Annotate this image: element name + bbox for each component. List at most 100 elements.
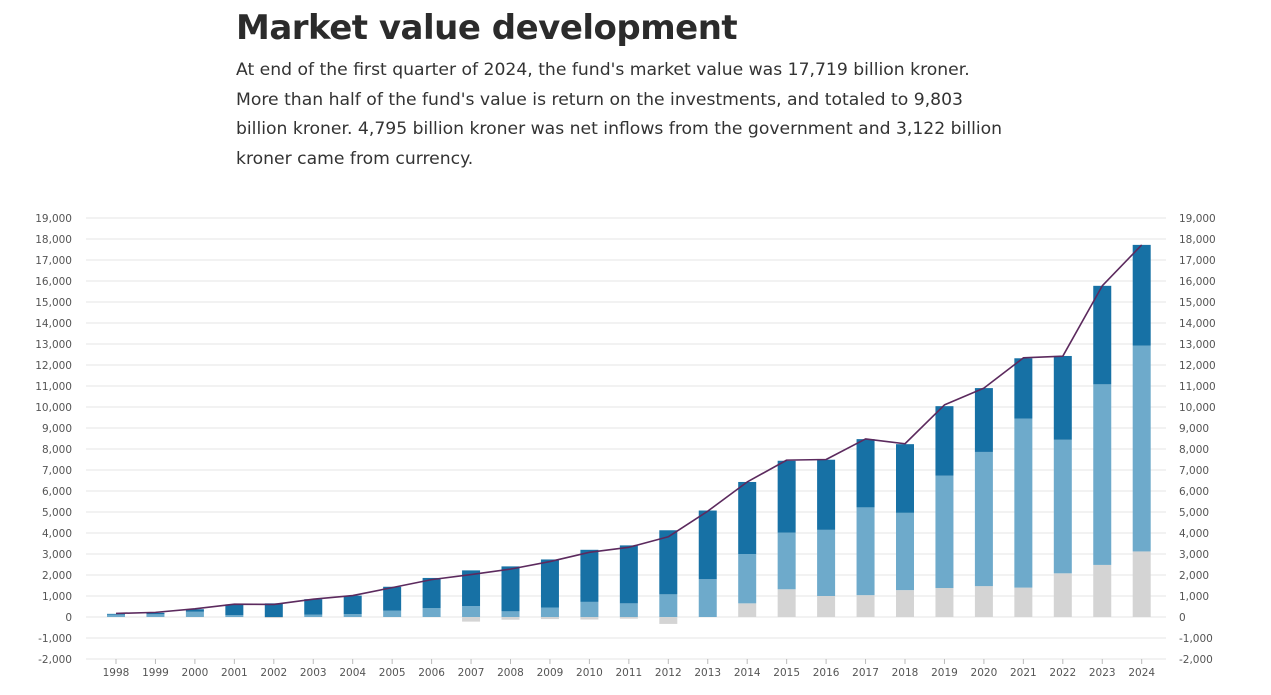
y-tick-label-left: 6,000 (42, 486, 72, 498)
bar-segment-currency (817, 596, 836, 617)
bar-segment-return (107, 613, 125, 615)
bar-segment-return (225, 604, 244, 616)
bar-segment-return (1053, 355, 1072, 440)
x-tick-label: 2016 (813, 667, 840, 679)
bar-segment-currency (1053, 573, 1072, 617)
y-tick-label-right: 13,000 (1179, 339, 1216, 351)
bar-segment-inflow (540, 607, 559, 617)
y-tick-label-left: 4,000 (42, 528, 72, 540)
bar-segment-inflow (817, 529, 836, 596)
y-tick-label-left: -2,000 (38, 654, 72, 666)
bar-segment-inflow (856, 507, 875, 596)
bar-segment-inflow (974, 451, 993, 587)
y-tick-label-right: 18,000 (1179, 234, 1216, 246)
y-tick-label-left: 14,000 (35, 318, 72, 330)
bar-segment-inflow (501, 611, 520, 617)
bar-segment-return (619, 545, 638, 604)
x-tick-label: 2012 (655, 667, 682, 679)
bar-segment-currency (935, 588, 954, 617)
y-tick-label-right: 15,000 (1179, 297, 1216, 309)
x-tick-label: 2017 (852, 667, 879, 679)
stacked-bars (107, 244, 1151, 624)
y-tick-label-left: 11,000 (35, 381, 72, 393)
bar-segment-return (462, 570, 481, 607)
x-tick-label: 2007 (458, 667, 485, 679)
bar-segment-currency (462, 617, 481, 622)
x-tick-label: 2020 (971, 667, 998, 679)
y-tick-label-right: 3,000 (1179, 549, 1209, 561)
x-tick-label: 2023 (1089, 667, 1116, 679)
bar-segment-inflow (580, 601, 599, 617)
y-tick-label-right: 16,000 (1179, 276, 1216, 288)
x-tick-label: 2013 (694, 667, 721, 679)
x-tick-label: 2005 (379, 667, 406, 679)
market-value-polyline (115, 244, 1143, 615)
market-value-line (115, 244, 1143, 615)
bar-segment-currency (659, 617, 678, 624)
bar-segment-return (935, 406, 954, 476)
y-tick-label-right: -1,000 (1179, 633, 1213, 645)
y-tick-label-right: 0 (1179, 612, 1186, 624)
y-tick-label-left: 5,000 (42, 507, 72, 519)
y-tick-label-left: 0 (65, 612, 72, 624)
x-tick-label: 2009 (537, 667, 564, 679)
y-axis-left: -2,000 -1,000 0 1,000 2,000 3,000 4,000 5,000 6,… (35, 213, 72, 666)
x-tick-label: 1998 (103, 667, 130, 679)
y-tick-label-left: 13,000 (35, 339, 72, 351)
y-tick-label-right: 6,000 (1179, 486, 1209, 498)
bar-segment-inflow (896, 512, 914, 591)
bar-segment-return (896, 444, 914, 513)
bar-segment-currency (896, 590, 914, 617)
x-tick-label: 2010 (576, 667, 603, 679)
bar-segment-currency (777, 589, 796, 617)
bar-segment-inflow (225, 615, 244, 617)
x-tick-label: 2006 (418, 667, 445, 679)
y-tick-label-left: 12,000 (35, 360, 72, 372)
bar-segment-return (817, 459, 836, 530)
bar-segment-return (738, 481, 757, 554)
y-tick-label-right: 5,000 (1179, 507, 1209, 519)
bar-segment-currency (580, 617, 599, 620)
bar-segment-inflow (1132, 345, 1151, 552)
bar-segment-currency (856, 595, 875, 617)
bar-segment-inflow (462, 606, 481, 617)
intro-paragraph: At end of the first quarter of 2024, the… (236, 60, 1003, 170)
bar-segment-return (698, 510, 717, 580)
x-tick-label: 2021 (1010, 667, 1037, 679)
y-tick-label-right: 19,000 (1179, 213, 1216, 225)
bar-segment-currency (501, 617, 520, 620)
bar-segment-inflow (738, 554, 757, 604)
bar-segment-return (343, 595, 362, 615)
x-tick-label: 2004 (339, 667, 366, 679)
bar-segment-return (540, 559, 559, 608)
y-tick-label-right: 11,000 (1179, 381, 1216, 393)
bar-segment-inflow (422, 608, 441, 617)
bar-segment-return (422, 577, 441, 609)
y-tick-label-right: 1,000 (1179, 591, 1209, 603)
y-tick-label-right: 9,000 (1179, 423, 1209, 435)
y-tick-label-left: 10,000 (35, 402, 72, 414)
x-tick-label: 2018 (892, 667, 919, 679)
x-tick-label: 2008 (497, 667, 524, 679)
bar-segment-inflow (1014, 418, 1033, 588)
bar-segment-inflow (1093, 384, 1112, 565)
y-axis-right: -2,000 -1,000 0 1,000 2,000 3,000 4,000 5,000 6,… (1179, 213, 1216, 666)
bar-segment-inflow (777, 532, 796, 590)
y-tick-label-left: -1,000 (38, 633, 72, 645)
y-tick-label-left: 9,000 (42, 423, 72, 435)
bar-segment-inflow (107, 614, 125, 617)
y-tick-label-left: 19,000 (35, 213, 72, 225)
x-tick-label: 2002 (260, 667, 287, 679)
y-tick-label-left: 18,000 (35, 234, 72, 246)
y-tick-label-right: 14,000 (1179, 318, 1216, 330)
x-tick-label: 2014 (734, 667, 761, 679)
x-axis: 1998 1999 2000 2001 2002 2003 2004 2005 2006 2007… (103, 659, 1155, 679)
bar-segment-return (185, 609, 204, 612)
bar-segment-inflow (1053, 439, 1072, 574)
y-tick-label-left: 8,000 (42, 444, 72, 456)
x-tick-label: 2022 (1049, 667, 1076, 679)
bar-segment-inflow (343, 614, 362, 617)
x-tick-label: 2019 (931, 667, 958, 679)
y-tick-label-left: 3,000 (42, 549, 72, 561)
